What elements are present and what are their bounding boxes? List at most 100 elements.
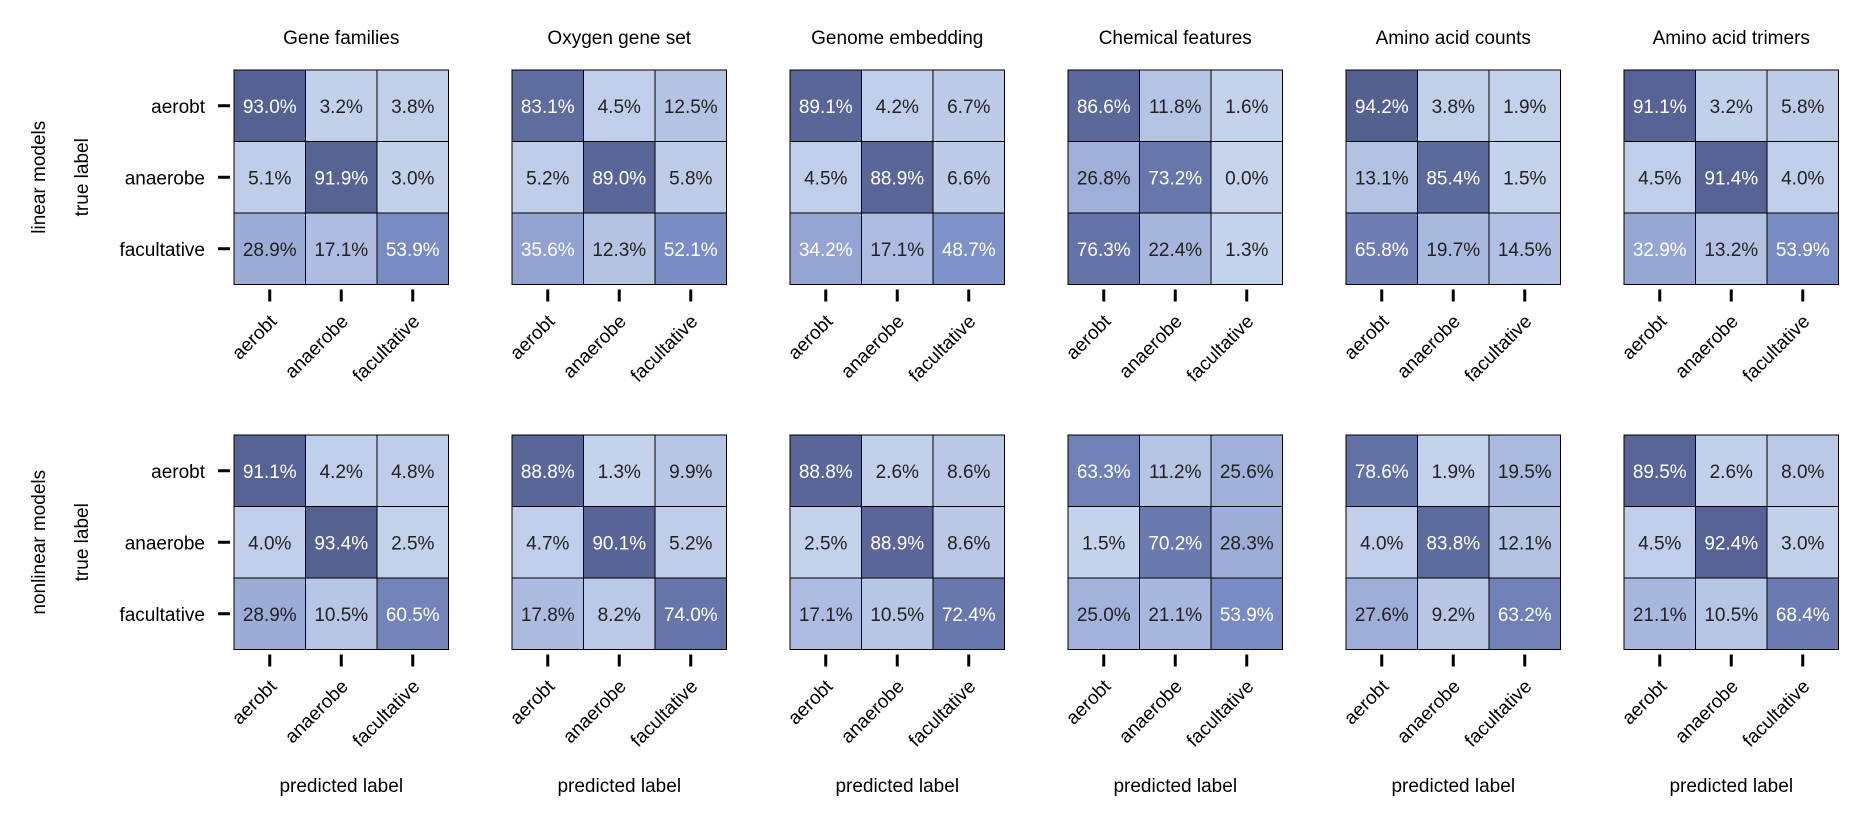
- cell-value-label: 53.9%: [1776, 240, 1830, 261]
- cell-value-label: 17.1%: [799, 605, 853, 626]
- cell-value-label: 4.8%: [391, 462, 434, 483]
- panel-title: Genome embedding: [811, 28, 983, 49]
- x-tick-label: anaerobe: [1115, 311, 1187, 383]
- cell-value-label: 4.5%: [804, 168, 847, 189]
- cell-value-label: 27.6%: [1355, 605, 1409, 626]
- cell-value-label: 1.5%: [1082, 533, 1125, 554]
- cell-value-label: 25.0%: [1077, 605, 1131, 626]
- cell-value-label: 1.6%: [1225, 97, 1268, 118]
- cell-value-label: 78.6%: [1355, 462, 1409, 483]
- x-tick-label: aerobt: [784, 311, 837, 364]
- x-tick-label: anaerobe: [281, 311, 353, 383]
- x-tick-label: anaerobe: [281, 676, 353, 748]
- cell-value-label: 32.9%: [1633, 240, 1687, 261]
- cell-value-label: 8.2%: [598, 605, 641, 626]
- x-tick-label: facultative: [627, 311, 702, 386]
- x-axis-label: predicted label: [557, 776, 681, 797]
- y-tick-label: facultative: [119, 605, 205, 626]
- cell-value-label: 91.4%: [1704, 168, 1758, 189]
- cell-value-label: 13.2%: [1704, 240, 1758, 261]
- cell-value-label: 5.1%: [248, 168, 291, 189]
- x-tick-label: anaerobe: [837, 311, 909, 383]
- x-tick-label: facultative: [627, 676, 702, 751]
- cell-value-label: 48.7%: [942, 240, 996, 261]
- cell-value-label: 83.8%: [1426, 533, 1480, 554]
- row-group-label: linear models: [29, 121, 50, 234]
- x-tick-label: anaerobe: [559, 676, 631, 748]
- cell-value-label: 28.9%: [243, 605, 297, 626]
- cell-value-label: 2.5%: [804, 533, 847, 554]
- cell-value-label: 5.8%: [669, 168, 712, 189]
- cell-value-label: 4.0%: [1360, 533, 1403, 554]
- cell-value-label: 6.6%: [947, 168, 990, 189]
- cell-value-label: 4.5%: [1638, 533, 1681, 554]
- cell-value-label: 2.6%: [1710, 462, 1753, 483]
- y-tick-label: aerobt: [151, 97, 206, 118]
- cell-value-label: 1.5%: [1503, 168, 1546, 189]
- x-tick-label: facultative: [349, 311, 424, 386]
- cell-value-label: 74.0%: [664, 605, 718, 626]
- panel-title: Oxygen gene set: [547, 28, 691, 49]
- cell-value-label: 10.5%: [870, 605, 924, 626]
- cell-value-label: 89.1%: [799, 97, 853, 118]
- cell-value-label: 72.4%: [942, 605, 996, 626]
- cell-value-label: 93.0%: [243, 97, 297, 118]
- cell-value-label: 88.8%: [521, 462, 575, 483]
- x-tick-label: aerobt: [506, 676, 559, 729]
- cell-value-label: 26.8%: [1077, 168, 1131, 189]
- x-tick-label: anaerobe: [1115, 676, 1187, 748]
- cell-value-label: 90.1%: [592, 533, 646, 554]
- cell-value-label: 4.0%: [1781, 168, 1824, 189]
- cell-value-label: 1.9%: [1432, 462, 1475, 483]
- x-axis-label: predicted label: [835, 776, 959, 797]
- cell-value-label: 60.5%: [386, 605, 440, 626]
- x-axis-label: predicted label: [1669, 776, 1793, 797]
- cell-value-label: 17.8%: [521, 605, 575, 626]
- panel-title: Amino acid trimers: [1653, 28, 1810, 49]
- cell-value-label: 19.7%: [1426, 240, 1480, 261]
- cell-value-label: 4.5%: [1638, 168, 1681, 189]
- cell-value-label: 76.3%: [1077, 240, 1131, 261]
- cell-value-label: 14.5%: [1498, 240, 1552, 261]
- cell-value-label: 11.8%: [1149, 97, 1202, 118]
- y-axis-label: true label: [72, 138, 93, 216]
- x-tick-label: anaerobe: [1393, 311, 1465, 383]
- x-tick-label: facultative: [1183, 676, 1258, 751]
- x-tick-label: facultative: [1739, 311, 1814, 386]
- cell-value-label: 2.5%: [391, 533, 434, 554]
- cell-value-label: 21.1%: [1633, 605, 1687, 626]
- cell-value-label: 3.2%: [1710, 97, 1753, 118]
- cell-value-label: 91.1%: [243, 462, 297, 483]
- cell-value-label: 35.6%: [521, 240, 575, 261]
- cell-value-label: 83.1%: [521, 97, 575, 118]
- panel-title: Gene families: [283, 28, 399, 49]
- cell-value-label: 89.0%: [592, 168, 646, 189]
- cell-value-label: 88.9%: [870, 168, 924, 189]
- x-tick-label: aerobt: [228, 311, 281, 364]
- x-tick-label: aerobt: [228, 676, 281, 729]
- x-tick-label: anaerobe: [559, 311, 631, 383]
- cell-value-label: 5.2%: [526, 168, 569, 189]
- cell-value-label: 88.8%: [799, 462, 853, 483]
- cell-value-label: 11.2%: [1149, 462, 1202, 483]
- cell-value-label: 9.2%: [1432, 605, 1475, 626]
- cell-value-label: 4.2%: [320, 462, 363, 483]
- cell-value-label: 2.6%: [876, 462, 919, 483]
- cell-value-label: 28.3%: [1220, 533, 1274, 554]
- x-tick-label: anaerobe: [1671, 311, 1743, 383]
- cell-value-label: 34.2%: [799, 240, 853, 261]
- cell-value-label: 86.6%: [1077, 97, 1131, 118]
- cell-value-label: 19.5%: [1498, 462, 1552, 483]
- cell-value-label: 3.0%: [1781, 533, 1824, 554]
- cell-value-label: 63.2%: [1498, 605, 1552, 626]
- cell-value-label: 8.6%: [947, 462, 990, 483]
- cell-value-label: 1.9%: [1503, 97, 1546, 118]
- cell-value-label: 25.6%: [1220, 462, 1274, 483]
- cell-value-label: 93.4%: [314, 533, 368, 554]
- x-tick-label: anaerobe: [1393, 676, 1465, 748]
- y-tick-label: aerobt: [151, 462, 206, 483]
- cell-value-label: 4.2%: [876, 97, 919, 118]
- cell-value-label: 88.9%: [870, 533, 924, 554]
- cell-value-label: 89.5%: [1633, 462, 1687, 483]
